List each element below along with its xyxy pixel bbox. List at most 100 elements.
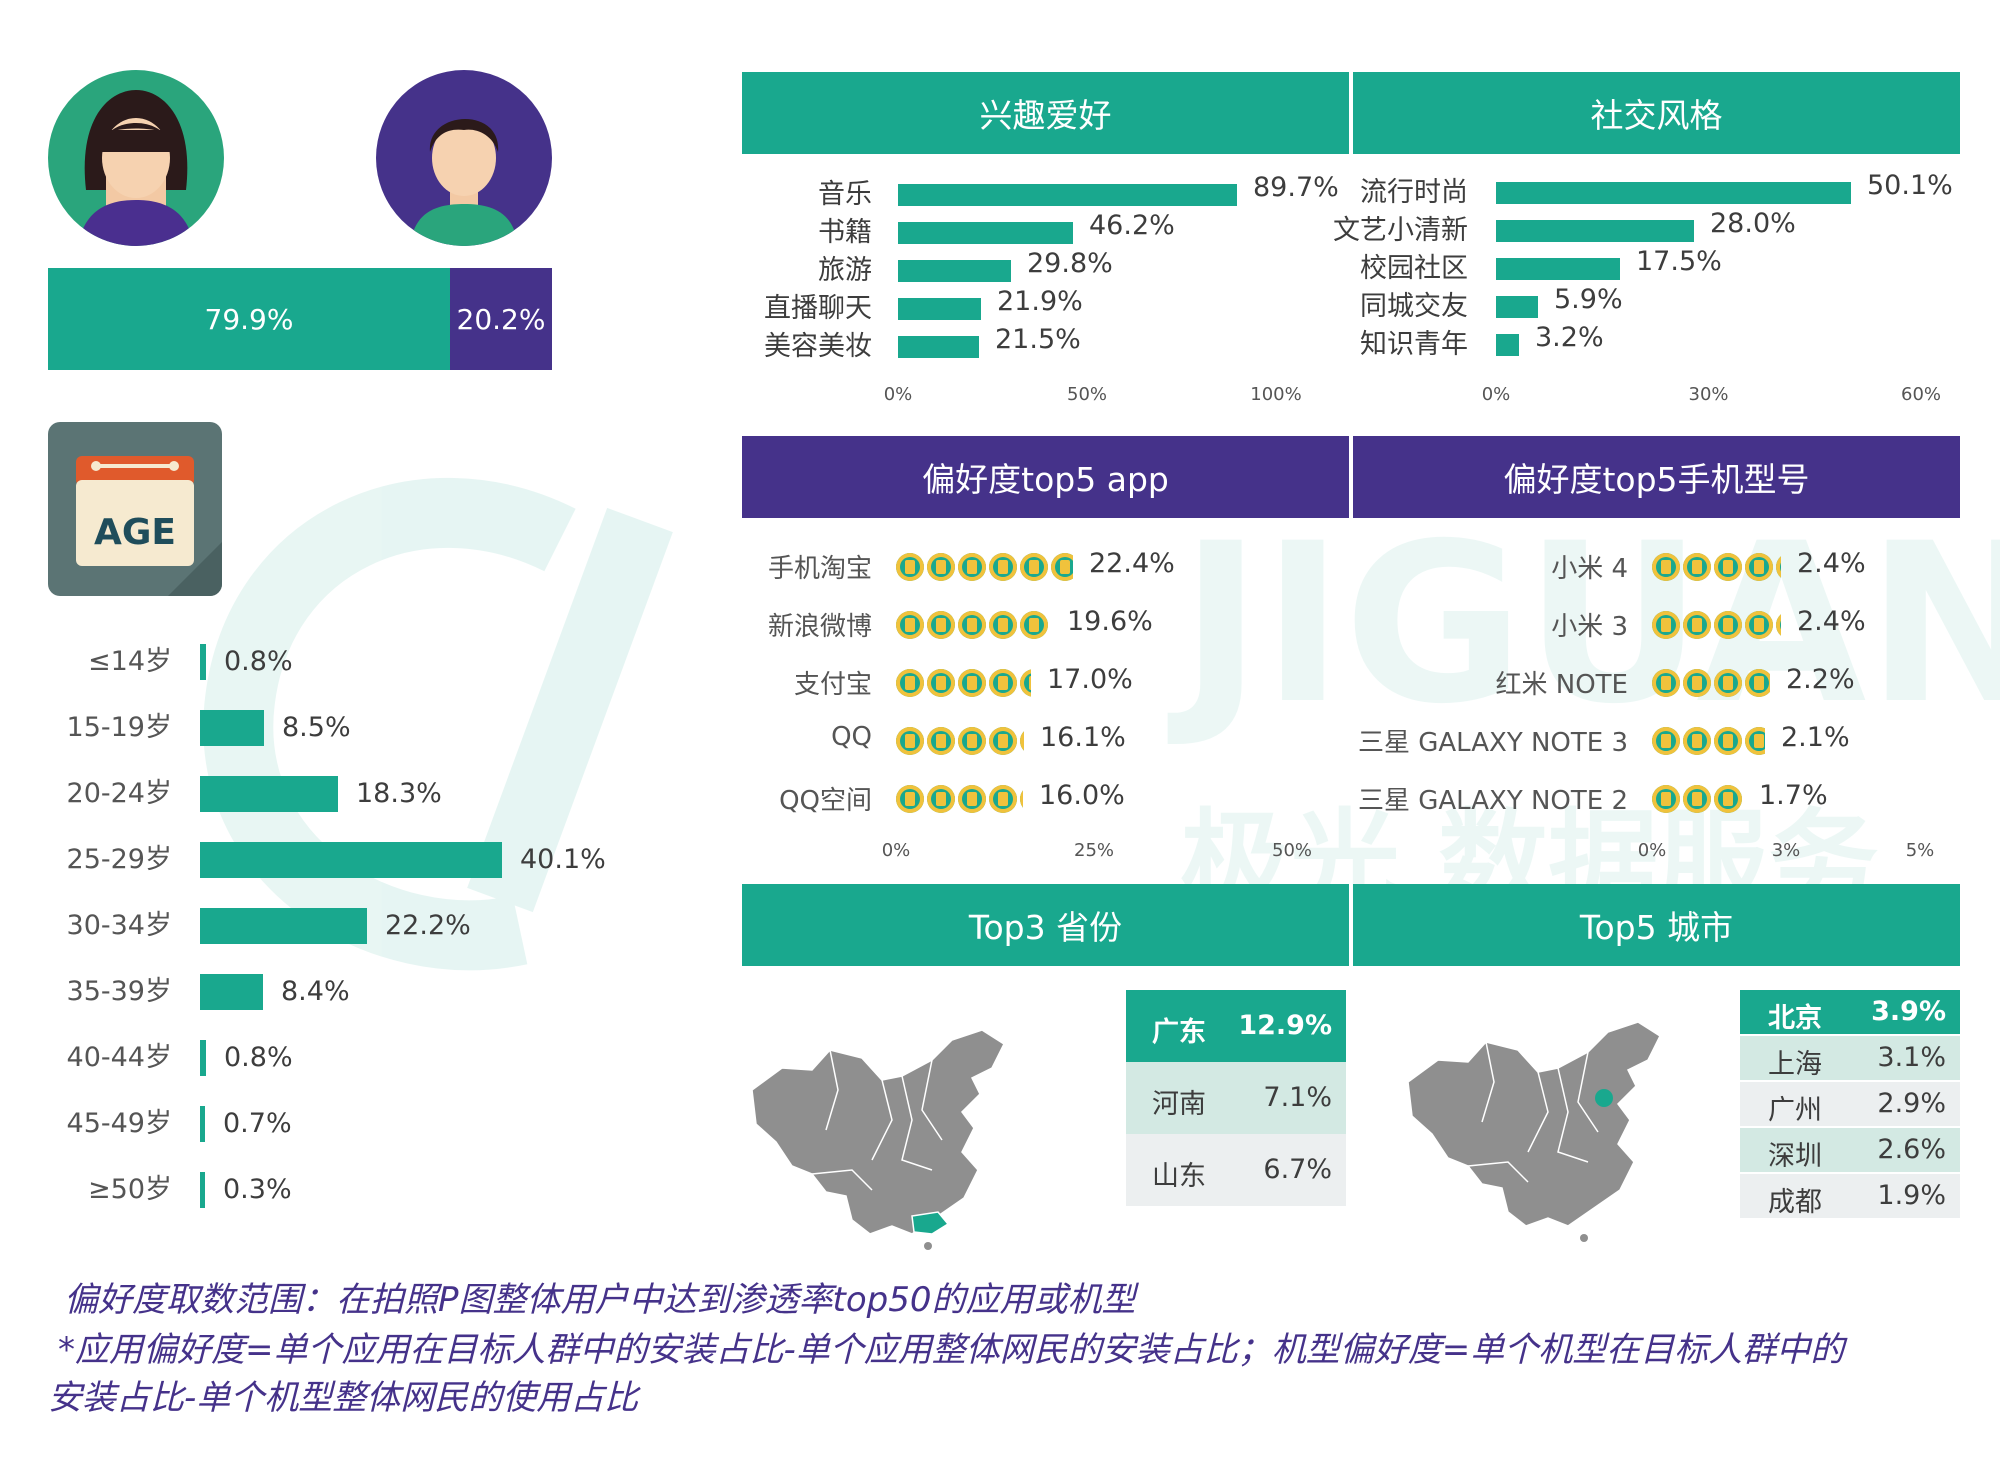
bar-label: 书籍: [818, 217, 872, 248]
city-name: 上海: [1768, 1049, 1822, 1080]
bar-label: QQ: [831, 722, 872, 752]
age-group-label: 15-19岁: [66, 712, 172, 743]
coin-inner: [998, 676, 1008, 690]
social-header: 社交风格: [1353, 72, 1960, 154]
age-calendar-icon: AGE: [48, 422, 222, 596]
age-value: 8.4%: [281, 976, 350, 1007]
bar: [898, 222, 1073, 244]
age-bar: [200, 644, 206, 680]
coin-inner: [1754, 734, 1764, 748]
female-avatar-icon: [48, 70, 224, 246]
axis-tick-label: 60%: [1900, 384, 1942, 405]
coin-icon: [927, 611, 955, 639]
province-name: 山东: [1152, 1161, 1206, 1192]
bar-value: 2.4%: [1797, 548, 1866, 579]
coin-icon: [896, 611, 924, 639]
axis-tick-label: 0%: [1481, 384, 1511, 405]
interests-header: 兴趣爱好: [742, 72, 1349, 154]
age-group-label: 20-24岁: [66, 778, 172, 809]
male-pct: 20.2%: [456, 302, 546, 336]
age-group-label: ≤14岁: [88, 646, 172, 677]
apps-header: 偏好度top5 app: [742, 436, 1349, 518]
coin-icon: [1020, 785, 1023, 813]
province-value: 6.7%: [1263, 1154, 1332, 1185]
bar: [898, 336, 979, 358]
coin-icon: [1683, 611, 1711, 639]
coin-bar: [896, 724, 1024, 758]
coin-icon: [989, 553, 1017, 581]
coin-inner: [936, 734, 946, 748]
age-group-label: 35-39岁: [66, 976, 172, 1007]
coin-inner: [967, 618, 977, 632]
age-bar: [200, 842, 502, 878]
bar-label: 知识青年: [1360, 329, 1468, 360]
female-pct: 79.9%: [204, 302, 294, 336]
coin-icon: [958, 727, 986, 755]
city-name: 深圳: [1768, 1141, 1822, 1172]
coin-inner: [1723, 792, 1733, 806]
coin-icon: [1652, 727, 1680, 755]
coin-icon: [1683, 785, 1711, 813]
age-value: 0.7%: [223, 1108, 292, 1139]
age-value: 0.8%: [224, 646, 293, 677]
coin-icon: [1745, 553, 1773, 581]
coin-inner: [936, 792, 946, 806]
age-bar: [200, 1172, 205, 1208]
bar: [898, 298, 981, 320]
coin-inner: [1754, 618, 1764, 632]
city-value: 2.9%: [1877, 1088, 1946, 1119]
province-row: 广东 12.9%: [1126, 990, 1346, 1062]
coin-inner: [905, 792, 915, 806]
bar-value: 21.5%: [995, 324, 1081, 355]
bar-label: 美容美妆: [764, 331, 872, 362]
coin-inner: [936, 618, 946, 632]
bar: [1496, 296, 1538, 318]
coin-icon: [1683, 553, 1711, 581]
coin-icon: [927, 553, 955, 581]
bar-value: 2.2%: [1786, 664, 1855, 695]
coin-inner: [1692, 792, 1702, 806]
coin-icon: [1652, 669, 1680, 697]
coin-icon: [927, 669, 955, 697]
coin-inner: [1661, 792, 1671, 806]
axis-tick-label: 25%: [1073, 840, 1115, 861]
bar-label: 校园社区: [1360, 253, 1468, 284]
city-name: 广州: [1768, 1095, 1822, 1126]
coin-inner: [1692, 734, 1702, 748]
axis-tick-label: 0%: [883, 384, 913, 405]
coin-icon: [1776, 611, 1781, 639]
city-value: 2.6%: [1877, 1134, 1946, 1165]
cities-header: Top5 城市: [1353, 884, 1960, 966]
coin-icon: [958, 553, 986, 581]
coin-icon: [1020, 611, 1048, 639]
coin-inner: [905, 734, 915, 748]
note-line-1: 偏好度取数范围：在拍照P图整体用户中达到渗透率top50的应用或机型: [64, 1280, 1136, 1320]
age-group-label: ≥50岁: [88, 1174, 172, 1205]
bar-value: 2.1%: [1781, 722, 1850, 753]
province-row: 河南 7.1%: [1126, 1062, 1346, 1134]
bar-label: 流行时尚: [1360, 177, 1468, 208]
bar-label: 文艺小清新: [1333, 215, 1468, 246]
axis-tick-label: 5%: [1905, 840, 1935, 861]
note-line-2: *应用偏好度=单个应用在目标人群中的安装占比-单个应用整体网民的安装占比；机型偏…: [58, 1330, 1845, 1370]
bar-label: 同城交友: [1360, 291, 1468, 322]
province-value: 12.9%: [1238, 1010, 1332, 1041]
coin-bar: [1652, 782, 1743, 816]
axis-tick-label: 3%: [1771, 840, 1801, 861]
coin-icon: [896, 785, 924, 813]
male-avatar-icon: [376, 70, 552, 246]
coin-inner: [936, 676, 946, 690]
bar-label: 新浪微博: [767, 612, 872, 642]
bar-value: 3.2%: [1535, 322, 1604, 353]
age-bar: [200, 1040, 206, 1076]
social-title: 社交风格: [1590, 96, 1723, 135]
bar-label: 小米 3: [1551, 612, 1628, 642]
coin-icon: [1020, 727, 1024, 755]
coin-inner: [1754, 560, 1764, 574]
bar-value: 16.0%: [1039, 780, 1125, 811]
age-group-label: 30-34岁: [66, 910, 172, 941]
bar-value: 2.4%: [1797, 606, 1866, 637]
china-map-cities-icon: [1407, 1021, 1661, 1242]
bar: [898, 184, 1237, 206]
coin-icon: [1020, 669, 1031, 697]
